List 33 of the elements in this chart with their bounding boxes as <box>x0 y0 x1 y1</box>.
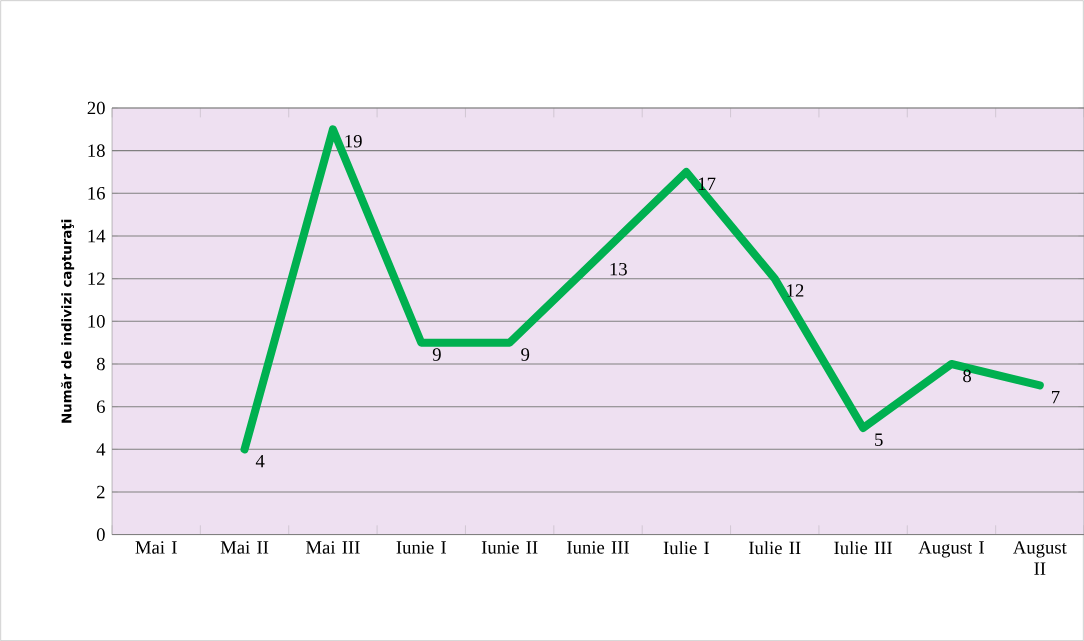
y-tick-label: 18 <box>88 144 105 157</box>
x-tick-label: Iulie III <box>834 540 892 555</box>
y-tick-label: 10 <box>88 314 105 328</box>
y-tick-label: 12 <box>88 272 105 285</box>
y-tick-label: 20 <box>87 101 105 115</box>
data-label: 19 <box>345 134 362 148</box>
x-tick-label: Mai III <box>305 540 360 554</box>
y-tick-label: 16 <box>88 186 105 200</box>
x-tick-label: Iulie I <box>663 540 710 555</box>
y-tick-label: 0 <box>96 528 105 541</box>
data-label: 9 <box>521 348 530 361</box>
data-label: 7 <box>1052 390 1060 403</box>
x-tick-label: August I <box>918 540 984 558</box>
y-tick-label: 8 <box>96 357 105 371</box>
x-tick-label: Mai II <box>220 540 269 554</box>
data-label: 17 <box>698 177 716 190</box>
data-label: 9 <box>432 348 441 361</box>
y-tick-label: 6 <box>96 400 105 413</box>
data-label: 5 <box>875 433 883 446</box>
y-tick-label: 14 <box>88 229 106 242</box>
x-tick-label: Iunie I <box>396 540 447 554</box>
x-tick-label: Iunie II <box>481 540 538 554</box>
y-axis-title: Număr de indivizi capturaţi <box>60 219 75 423</box>
x-tick-label: Iulie II <box>748 540 801 555</box>
data-label: 12 <box>787 284 804 297</box>
y-tick-label: 2 <box>97 485 105 499</box>
x-tick-label: Iunie III <box>567 540 629 554</box>
data-label: 4 <box>255 454 265 468</box>
data-label: 8 <box>963 369 972 383</box>
y-tick-label: 4 <box>96 443 106 456</box>
x-tick-label: August II <box>1013 540 1067 575</box>
data-label: 13 <box>610 262 627 276</box>
x-tick-label: Mai I <box>135 540 177 554</box>
